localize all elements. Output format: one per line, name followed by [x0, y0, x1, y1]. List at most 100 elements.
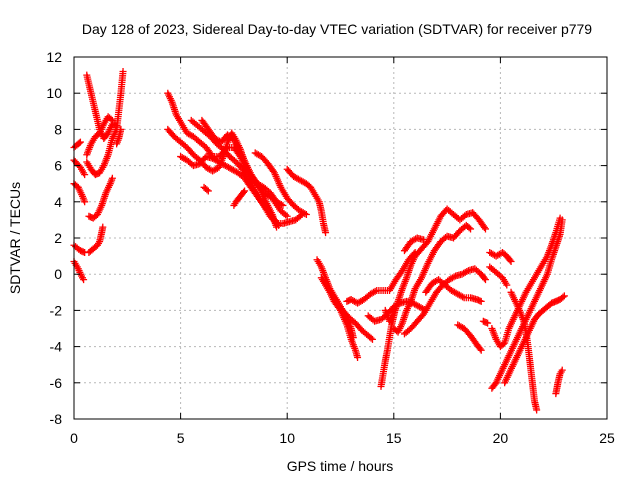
series-t31	[422, 276, 485, 305]
series-t24	[343, 248, 419, 307]
data-point	[558, 366, 566, 374]
data-point	[503, 281, 511, 289]
series-t20	[283, 165, 330, 237]
x-tick-label: 20	[493, 430, 509, 446]
series-t38	[501, 292, 568, 387]
data-point	[117, 125, 125, 133]
series-t34	[486, 248, 515, 266]
series-t09	[85, 174, 116, 222]
y-tick-label: 2	[54, 230, 62, 246]
y-tick-label: 0	[54, 266, 62, 282]
x-axis-title: GPS time / hours	[287, 458, 394, 474]
series-t11	[113, 125, 125, 148]
y-tick-labels: -8 -6 -4 -2 0 2 4 6 8 10 12	[46, 49, 62, 427]
y-tick-label: 6	[54, 158, 62, 174]
series-t30	[400, 265, 489, 338]
y-tick-label: 10	[46, 85, 62, 101]
data-point	[302, 210, 310, 218]
data-point	[556, 214, 564, 222]
series-t01	[70, 138, 84, 151]
data-point	[282, 211, 290, 219]
data-point	[481, 276, 489, 284]
y-tick-label: -4	[50, 339, 63, 355]
data-point	[203, 186, 211, 194]
y-tick-label: -6	[50, 375, 63, 391]
series-t17	[200, 183, 212, 195]
chart-title: Day 128 of 2023, Sidereal Day-to-day VTE…	[82, 21, 592, 37]
data-point	[480, 223, 488, 231]
series-t05	[70, 258, 88, 284]
data-point	[119, 67, 127, 75]
series-t22	[317, 274, 362, 361]
data-point	[463, 267, 471, 275]
x-tick-label: 25	[599, 430, 615, 446]
series-t02	[70, 156, 89, 179]
data-point	[204, 187, 212, 195]
series-t16	[198, 116, 281, 231]
axis-ticks	[73, 56, 608, 420]
data-point	[506, 256, 514, 264]
data-point	[80, 276, 88, 284]
x-tick-label: 5	[177, 430, 185, 446]
data-point	[480, 274, 488, 282]
data-point	[368, 335, 376, 343]
data-point	[99, 223, 107, 231]
data-point	[450, 273, 458, 281]
y-axis-title: SDTVAR / TECUs	[7, 182, 23, 294]
series-t23	[332, 296, 376, 343]
series-t33	[479, 317, 492, 327]
data-point	[239, 188, 247, 196]
data-point	[273, 223, 281, 231]
data-point	[477, 346, 485, 354]
data-point	[301, 210, 309, 218]
y-tick-label: 4	[54, 194, 62, 210]
data-point	[76, 138, 84, 146]
data-point	[481, 225, 489, 233]
series-t29	[400, 234, 428, 255]
x-tick-labels: 0 5 10 15 20 25	[70, 430, 615, 446]
y-tick-label: 12	[46, 49, 62, 65]
data-point	[476, 345, 484, 353]
data-point	[108, 174, 116, 182]
y-tick-label: -8	[50, 411, 63, 427]
series-t40	[552, 366, 566, 398]
series-t32	[454, 321, 485, 354]
data-point	[420, 236, 428, 244]
x-tick-label: 15	[386, 430, 402, 446]
series-t39	[507, 288, 541, 414]
series-t04	[70, 241, 89, 256]
data-point	[75, 139, 83, 147]
series-t35	[486, 263, 511, 289]
data-point	[241, 187, 249, 195]
data-point	[354, 353, 362, 361]
data-point	[367, 334, 375, 342]
series-t07	[83, 113, 116, 159]
data-point	[371, 287, 379, 295]
data-points	[70, 67, 568, 414]
y-tick-label: -2	[50, 302, 63, 318]
series-t27	[381, 205, 489, 325]
data-point	[459, 293, 467, 301]
data-point	[507, 258, 515, 266]
data-point	[533, 406, 541, 414]
data-point	[283, 212, 291, 220]
data-point	[560, 292, 568, 300]
series-t10	[85, 223, 107, 256]
data-point	[484, 319, 492, 327]
series-t08	[83, 67, 127, 179]
data-point	[465, 224, 473, 232]
data-point	[81, 171, 89, 179]
data-point	[467, 225, 475, 233]
data-point	[107, 115, 115, 123]
y-tick-label: 8	[54, 121, 62, 137]
series-t36	[488, 216, 566, 392]
series-t19	[251, 149, 310, 218]
data-point	[322, 229, 330, 237]
series-t28	[390, 221, 475, 336]
series-t18	[230, 187, 249, 209]
data-point	[81, 198, 89, 206]
series-t06	[83, 71, 121, 142]
series-t37	[488, 214, 564, 351]
